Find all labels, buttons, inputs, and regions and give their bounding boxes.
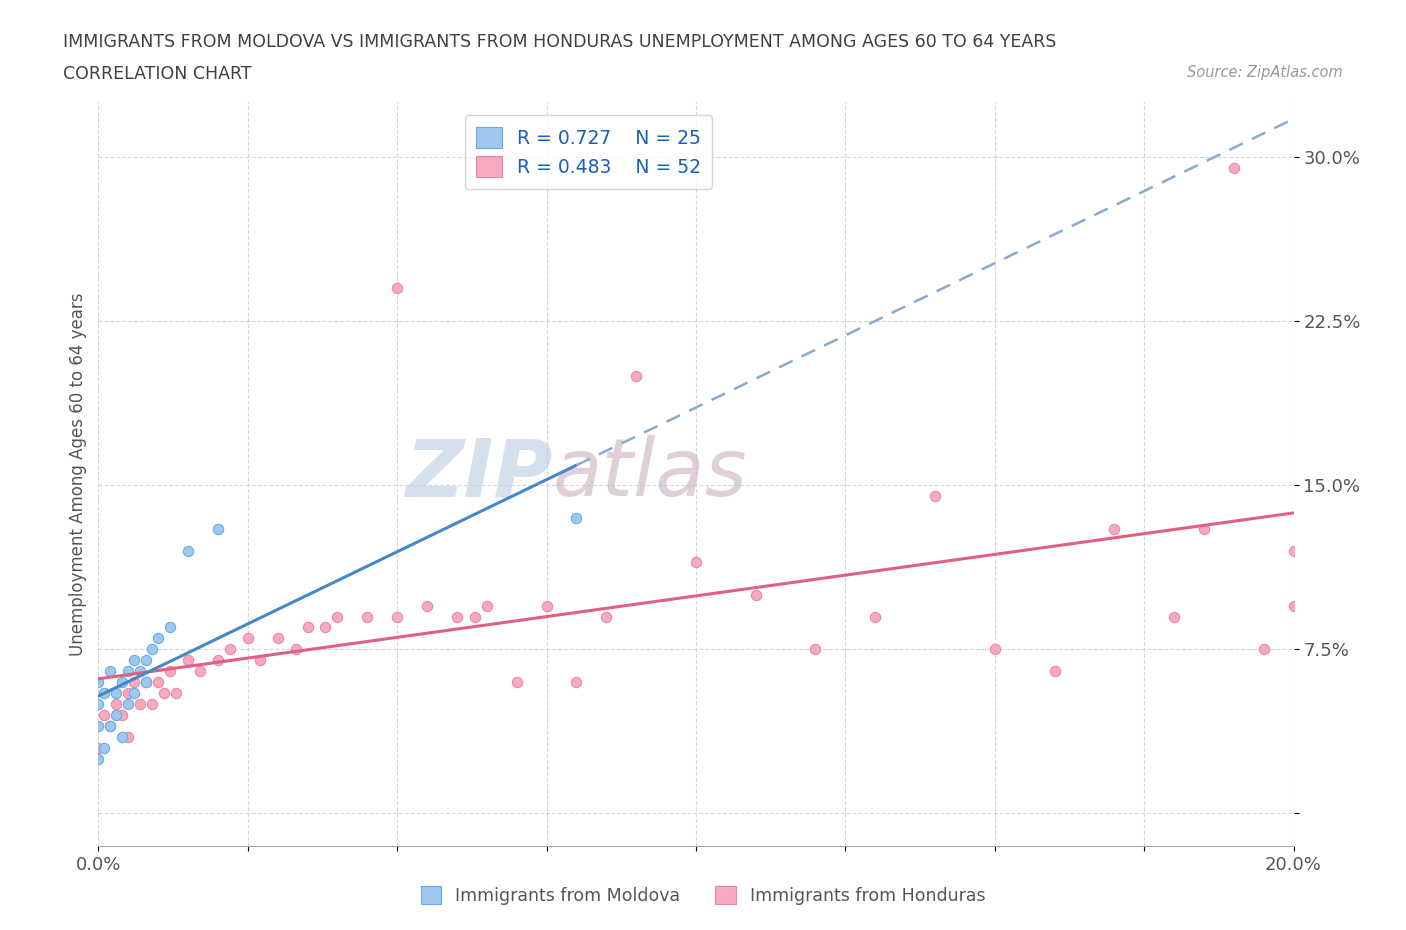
Point [1163,609,1185,624]
Point [153,685,176,700]
Text: Source: ZipAtlas.com: Source: ZipAtlas.com [1187,65,1343,80]
Point [924,489,946,504]
Point [984,642,1007,657]
Legend: Immigrants from Moldova, Immigrants from Honduras: Immigrants from Moldova, Immigrants from… [413,880,993,912]
Point [117,729,139,744]
Point [236,631,259,645]
Point [141,697,163,711]
Point [98,719,122,734]
Point [117,697,139,711]
Point [135,675,157,690]
Point [446,609,468,624]
Point [159,620,181,635]
Point [506,675,529,690]
Point [111,708,134,723]
Text: CORRELATION CHART: CORRELATION CHART [63,65,252,83]
Point [745,587,768,602]
Point [1282,598,1305,613]
Point [315,620,337,635]
Point [93,685,115,700]
Point [129,664,152,679]
Point [87,751,110,766]
Point [249,653,271,668]
Point [129,697,152,711]
Point [135,675,157,690]
Point [536,598,558,613]
Legend: R = 0.727    N = 25, R = 0.483    N = 52: R = 0.727 N = 25, R = 0.483 N = 52 [464,115,713,189]
Point [188,664,211,679]
Point [565,511,588,525]
Point [267,631,290,645]
Point [356,609,378,624]
Point [117,664,139,679]
Point [1104,522,1126,537]
Point [865,609,887,624]
Point [1192,522,1215,537]
Text: atlas: atlas [553,435,748,513]
Point [565,675,588,690]
Point [87,697,110,711]
Point [117,685,139,700]
Point [141,642,163,657]
Point [105,697,128,711]
Point [1282,543,1305,558]
Point [148,631,170,645]
Point [148,675,170,690]
Point [165,685,187,700]
Point [416,598,439,613]
Point [105,708,128,723]
Point [1253,642,1275,657]
Point [124,653,146,668]
Point [135,653,157,668]
Text: ZIP: ZIP [405,435,553,513]
Point [595,609,617,624]
Point [685,554,707,569]
Point [385,281,409,296]
Point [207,522,229,537]
Point [326,609,349,624]
Point [93,740,115,755]
Point [98,719,122,734]
Point [124,685,146,700]
Text: IMMIGRANTS FROM MOLDOVA VS IMMIGRANTS FROM HONDURAS UNEMPLOYMENT AMONG AGES 60 T: IMMIGRANTS FROM MOLDOVA VS IMMIGRANTS FR… [63,33,1057,50]
Point [159,664,181,679]
Point [177,543,200,558]
Point [87,675,110,690]
Point [385,609,409,624]
Point [111,729,134,744]
Point [297,620,319,635]
Point [98,664,122,679]
Point [207,653,229,668]
Point [219,642,242,657]
Point [105,685,128,700]
Y-axis label: Unemployment Among Ages 60 to 64 years: Unemployment Among Ages 60 to 64 years [69,293,87,656]
Point [93,708,115,723]
Point [475,598,498,613]
Point [804,642,827,657]
Point [111,675,134,690]
Point [177,653,200,668]
Point [1223,161,1246,176]
Point [626,368,648,383]
Point [464,609,486,624]
Point [124,675,146,690]
Point [284,642,307,657]
Point [1043,664,1066,679]
Point [87,740,110,755]
Point [87,719,110,734]
